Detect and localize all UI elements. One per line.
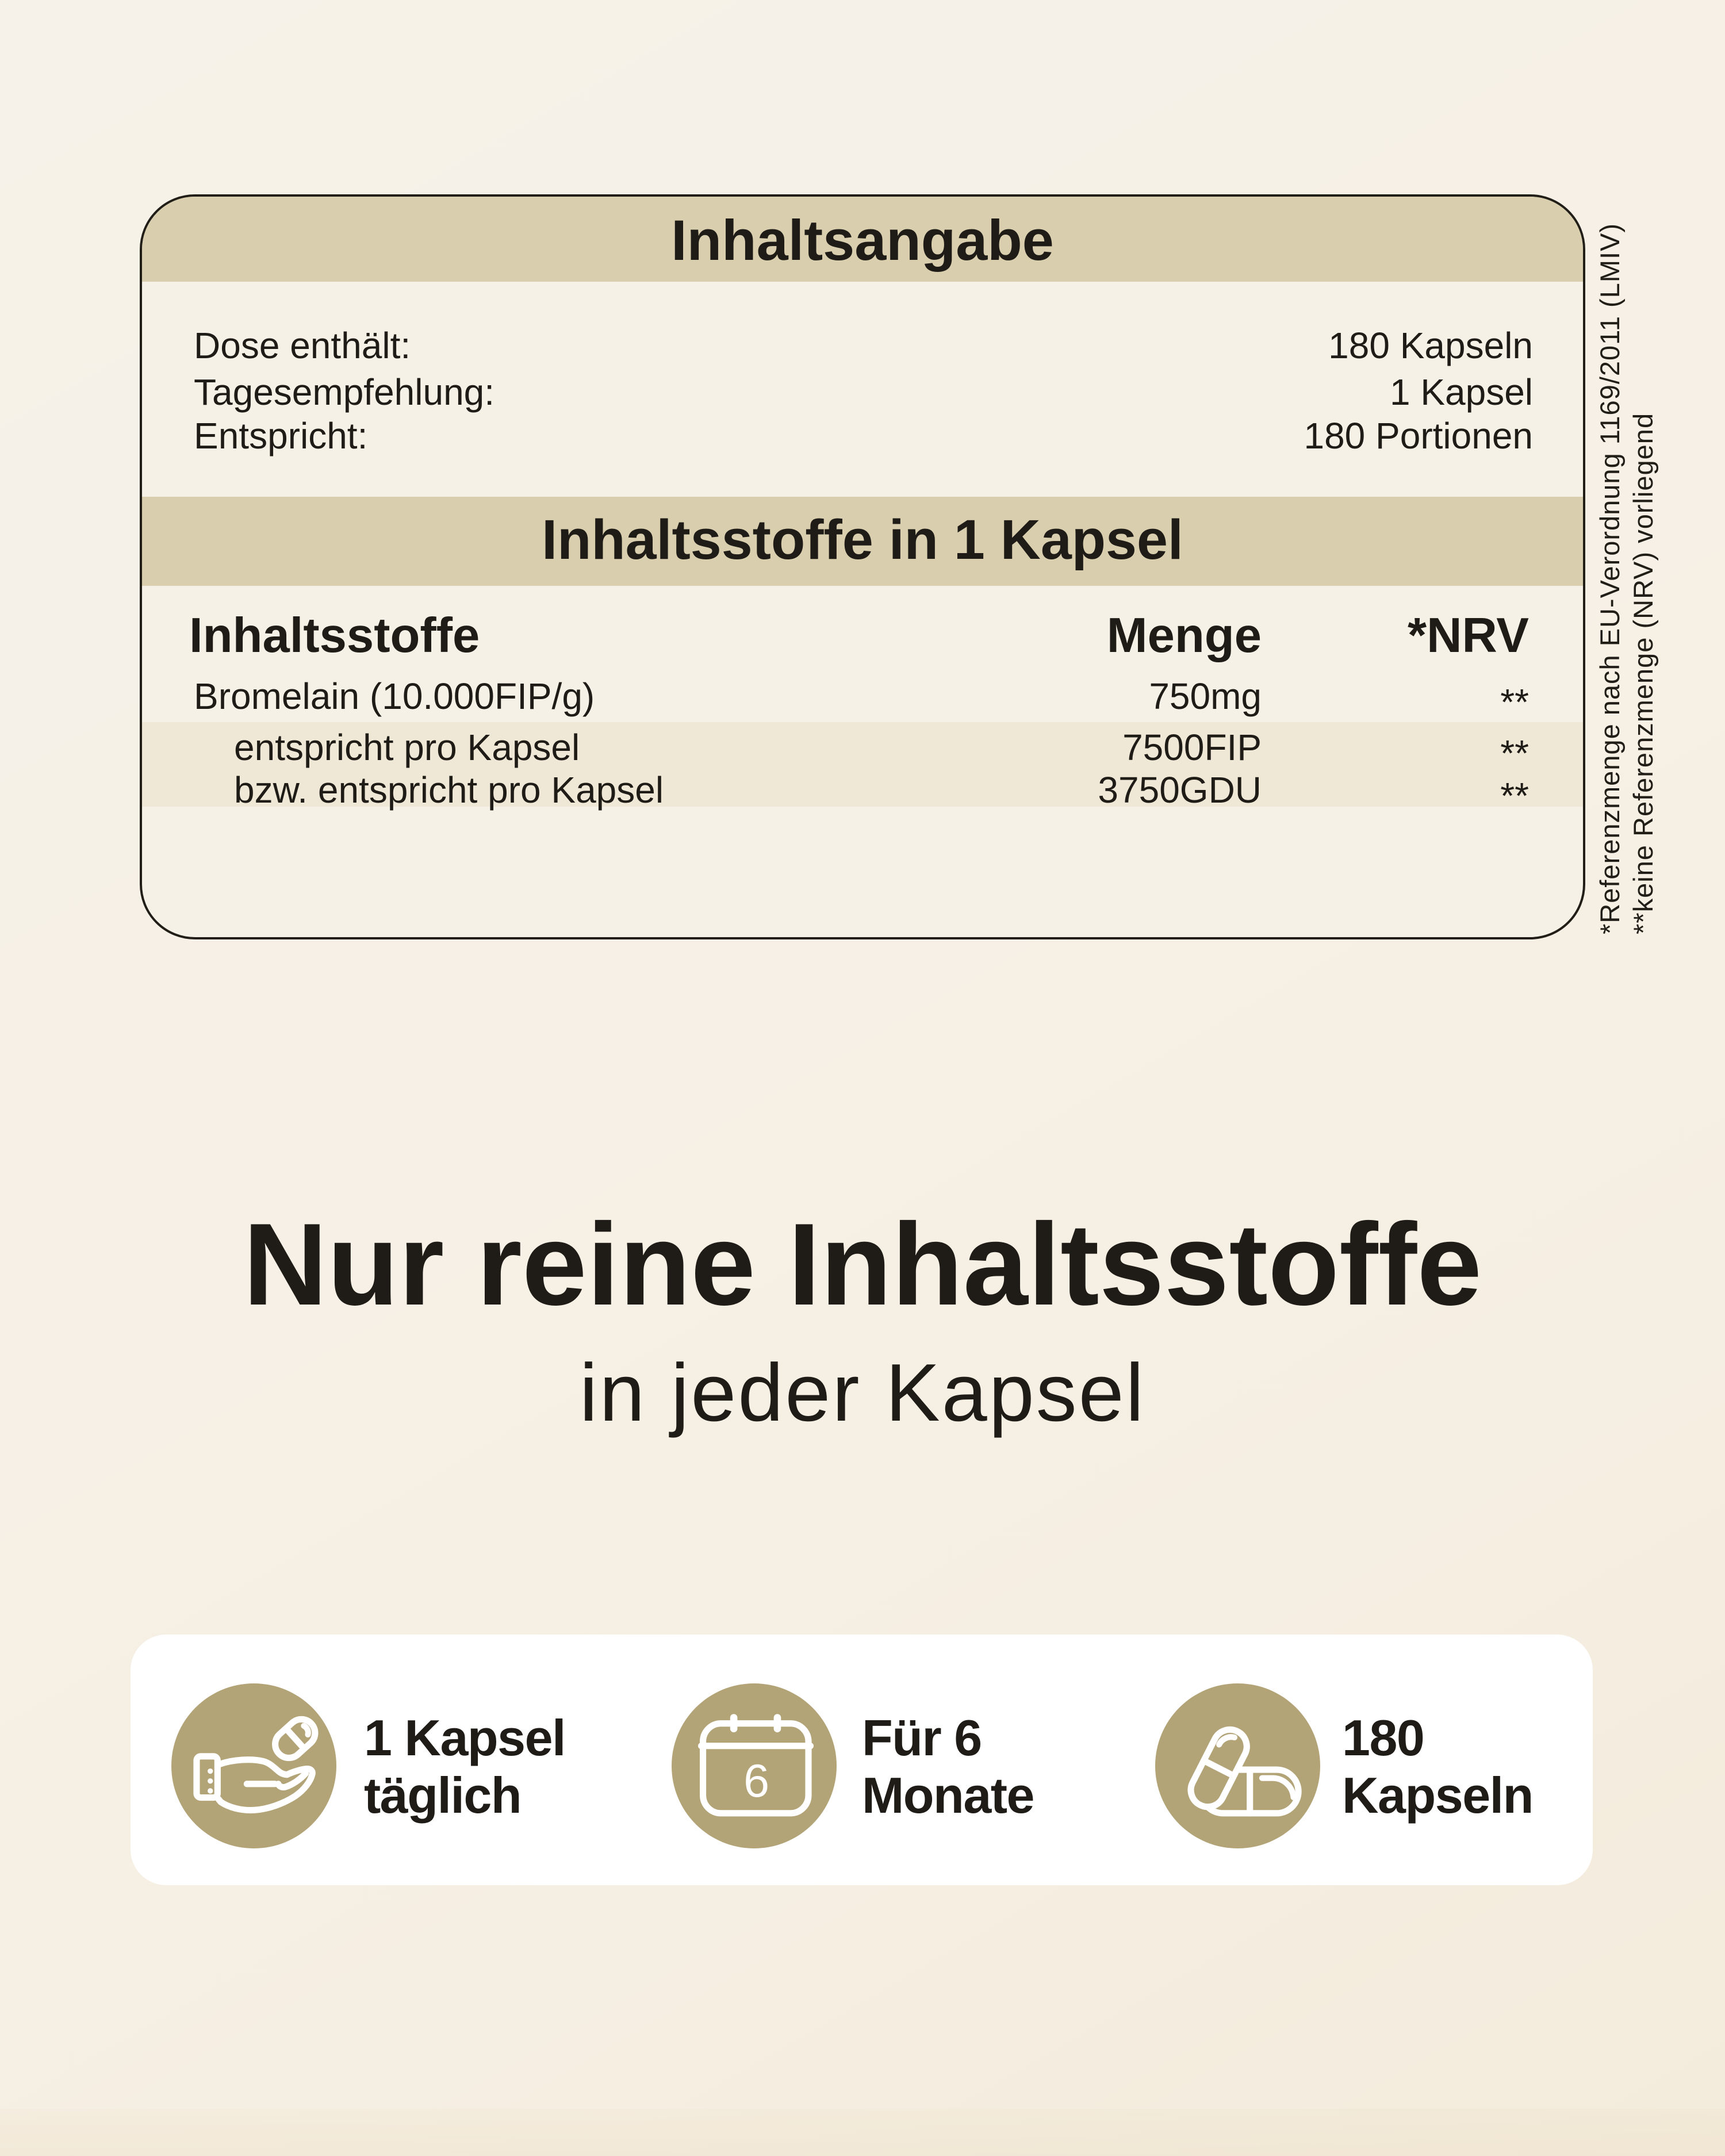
- svg-text:6: 6: [743, 1755, 769, 1807]
